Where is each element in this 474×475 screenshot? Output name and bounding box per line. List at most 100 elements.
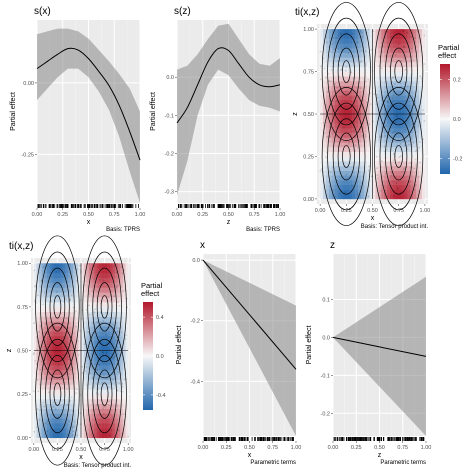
heat-cell: [52, 331, 56, 337]
heat-cell: [381, 99, 385, 105]
heat-cell: [419, 180, 423, 186]
contour-line: [332, 118, 360, 195]
heat-cell: [363, 156, 367, 162]
heat-cell: [410, 165, 414, 171]
heat-cell: [65, 365, 69, 371]
heat-cell: [413, 132, 417, 138]
heat-cell: [81, 365, 84, 371]
heat-cell: [346, 38, 350, 44]
heat-cell: [117, 398, 121, 405]
heat-cell: [88, 374, 92, 380]
heat-cell: [349, 170, 353, 176]
heat-cell: [337, 137, 341, 143]
heat-cell: [54, 403, 58, 409]
heat-cell: [384, 109, 388, 115]
heat-cell: [398, 80, 402, 86]
heat-cell: [410, 128, 414, 134]
heat-cell: [41, 345, 45, 351]
heat-cell: [384, 137, 388, 143]
data-point: [107, 374, 110, 377]
heat-cell: [398, 71, 402, 77]
heat-cell: [352, 137, 356, 143]
heat-cell: [99, 398, 103, 405]
heat-cell: [366, 43, 370, 49]
heat-cell: [398, 95, 402, 101]
heat-cell: [401, 165, 405, 171]
heat-cell: [372, 161, 376, 167]
heat-cell: [94, 389, 98, 395]
heat-cell: [360, 194, 365, 200]
heat-cell: [86, 340, 90, 346]
heat-cell: [340, 137, 344, 143]
heat-cell: [395, 47, 399, 53]
data-point: [397, 187, 399, 190]
heat-cell: [419, 47, 423, 53]
heat-cell: [60, 394, 63, 400]
heat-cell: [413, 137, 417, 143]
heat-cell: [46, 379, 50, 385]
heat-cell: [104, 321, 108, 327]
heat-cell: [73, 287, 77, 293]
heat-cell: [349, 156, 353, 162]
x-axis-label: x: [248, 452, 252, 459]
heat-cell: [407, 180, 411, 186]
heat-cell: [60, 287, 63, 293]
heat-cell: [65, 423, 69, 429]
heat-cell: [369, 52, 373, 58]
heat-cell: [70, 292, 74, 298]
data-point: [364, 64, 367, 66]
heat-cell: [49, 398, 53, 405]
heat-cell: [355, 180, 359, 186]
heat-cell: [36, 413, 40, 419]
data-point: [396, 115, 398, 118]
heat-cell: [86, 326, 90, 332]
x-tick-label: 0.50: [83, 212, 94, 218]
heat-cell: [352, 151, 356, 157]
heat-cell: [346, 184, 350, 190]
data-point: [336, 86, 338, 89]
heat-cell: [41, 408, 45, 414]
heat-cell: [125, 389, 129, 395]
heat-cell: [120, 335, 124, 342]
data-point: [46, 430, 49, 433]
heat-cell: [65, 272, 69, 279]
heat-cell: [325, 104, 330, 110]
heat-cell: [96, 282, 100, 288]
data-point: [325, 35, 327, 38]
heat-cell: [33, 335, 37, 342]
heat-cell: [88, 365, 92, 371]
heat-cell: [381, 118, 385, 124]
heat-cell: [421, 62, 426, 68]
heat-cell: [337, 156, 341, 162]
heat-cell: [70, 389, 74, 395]
heat-cell: [381, 29, 385, 35]
heat-cell: [323, 76, 327, 82]
heat-cell: [104, 403, 108, 409]
heat-cell: [357, 95, 362, 101]
data-point: [118, 341, 121, 344]
heat-cell: [401, 132, 405, 138]
data-point: [47, 349, 50, 351]
heat-cell: [125, 369, 129, 376]
data-point: [327, 72, 330, 75]
heat-cell: [320, 189, 324, 195]
heat-cell: [384, 165, 388, 171]
heat-cell: [392, 38, 397, 44]
data-point: [361, 105, 364, 108]
heat-cell: [372, 175, 376, 181]
heat-cell: [112, 403, 116, 409]
heat-cell: [67, 292, 71, 298]
data-point: [37, 390, 40, 393]
heat-cell: [86, 355, 90, 361]
heat-cell: [120, 418, 124, 424]
heat-cell: [363, 189, 367, 195]
heat-cell: [325, 142, 330, 148]
heat-cell: [81, 311, 84, 317]
heat-cell: [421, 123, 426, 129]
heat-cell: [346, 118, 350, 124]
heat-cell: [60, 418, 63, 424]
heat-cell: [54, 268, 58, 274]
heat-cell: [325, 189, 330, 195]
heat-cell: [401, 184, 405, 190]
heat-cell: [109, 350, 113, 356]
